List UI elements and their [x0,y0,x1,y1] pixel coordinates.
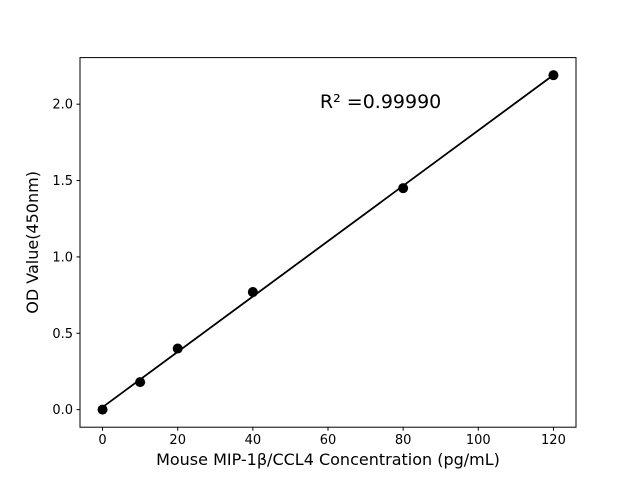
x-tick-label: 20 [169,433,186,448]
data-point [398,183,409,194]
x-tick-label: 40 [245,433,262,448]
x-tick-label: 80 [395,433,412,448]
x-axis-label: Mouse MIP-1β/CCL4 Concentration (pg/mL) [156,450,500,469]
y-tick-label: 1.0 [52,250,73,265]
x-tick-label: 60 [320,433,337,448]
y-tick-label: 0.5 [52,327,73,342]
r-squared-annotation: R² =0.99990 [320,91,441,113]
data-point [135,377,146,388]
data-point [548,70,559,81]
x-tick-label: 0 [98,433,106,448]
y-tick-label: 0.0 [52,403,73,418]
y-tick-label: 2.0 [52,98,73,113]
data-point [247,287,258,298]
x-tick-label: 120 [541,433,566,448]
data-point [172,343,183,354]
data-point [97,404,108,415]
y-axis-label: OD Value(450nm) [23,171,42,314]
x-tick-label: 100 [466,433,491,448]
y-tick-label: 1.5 [52,174,73,189]
